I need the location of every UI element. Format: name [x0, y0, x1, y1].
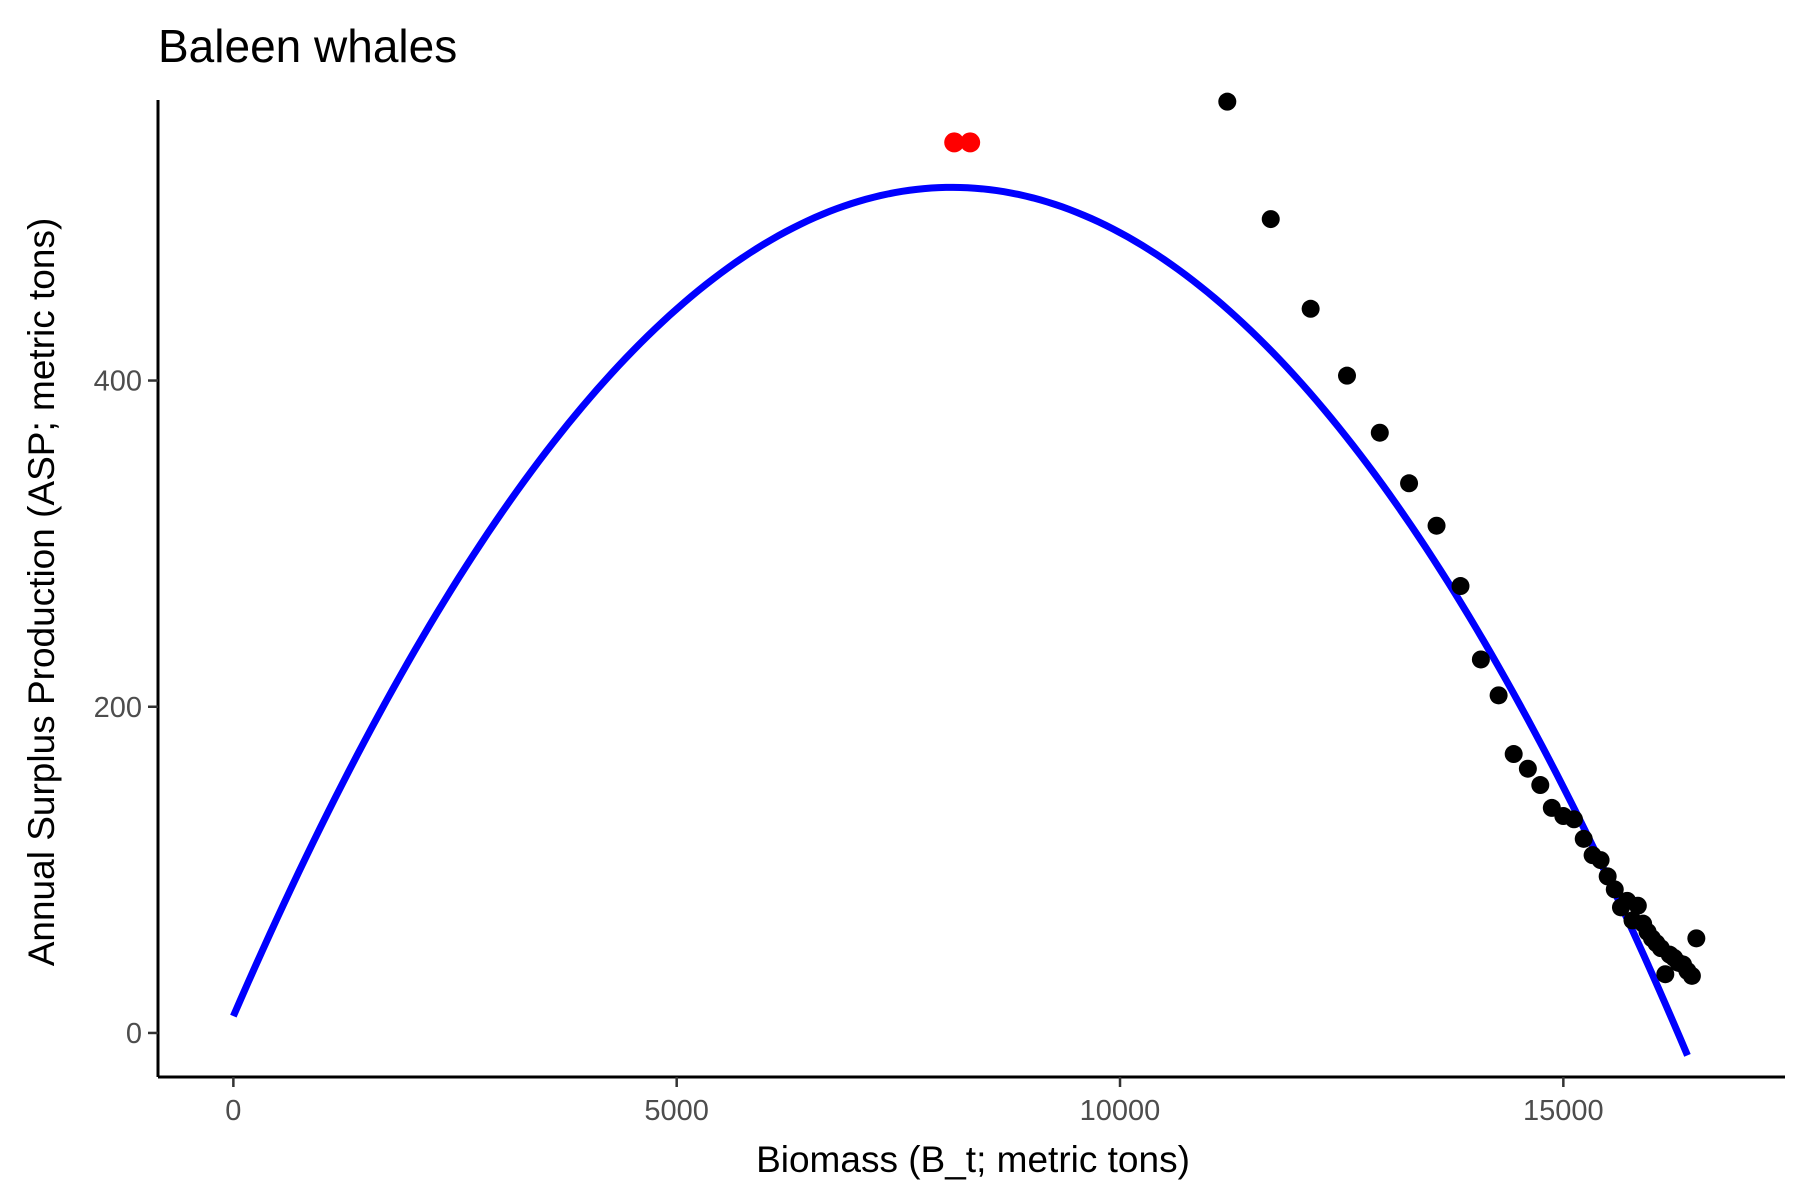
msy-point — [944, 132, 965, 153]
axes: 0 5000 10000 15000 0 200 400 — [94, 100, 1785, 1127]
data-point — [1605, 880, 1624, 899]
data-point — [1370, 423, 1389, 442]
data-point — [1682, 966, 1701, 985]
data-point — [1656, 965, 1675, 984]
x-tick-label: 5000 — [644, 1095, 709, 1127]
y-tick-label: 0 — [126, 1018, 142, 1050]
data-point — [1451, 577, 1470, 596]
msy-point — [960, 132, 981, 153]
data-point — [1471, 650, 1490, 669]
fitted-curve — [230, 183, 1691, 1057]
data-point — [1218, 92, 1237, 111]
data-point — [1628, 896, 1647, 915]
data-point — [1531, 776, 1550, 795]
plot-area — [230, 92, 1706, 1057]
x-tick-label: 0 — [225, 1095, 241, 1127]
data-point — [1564, 810, 1583, 829]
data-point — [1687, 929, 1706, 948]
data-point — [1489, 686, 1508, 705]
y-axis-label: Annual Surplus Production (ASP; metric t… — [21, 218, 62, 967]
data-point — [1301, 299, 1320, 318]
y-tick-label: 400 — [94, 366, 142, 398]
y-tick-label: 200 — [94, 692, 142, 724]
x-tick-label: 15000 — [1523, 1095, 1604, 1127]
x-axis-label: Biomass (B_t; metric tons) — [756, 1139, 1190, 1180]
data-point — [1504, 745, 1523, 764]
chart-title: Baleen whales — [158, 20, 457, 72]
data-point — [1338, 366, 1356, 385]
data-point — [1518, 759, 1537, 778]
data-point — [1574, 829, 1593, 848]
x-tick-label: 10000 — [1080, 1095, 1161, 1127]
data-point — [1591, 851, 1610, 870]
data-point — [1427, 516, 1446, 535]
data-point — [1400, 474, 1419, 493]
data-point — [1261, 210, 1280, 229]
